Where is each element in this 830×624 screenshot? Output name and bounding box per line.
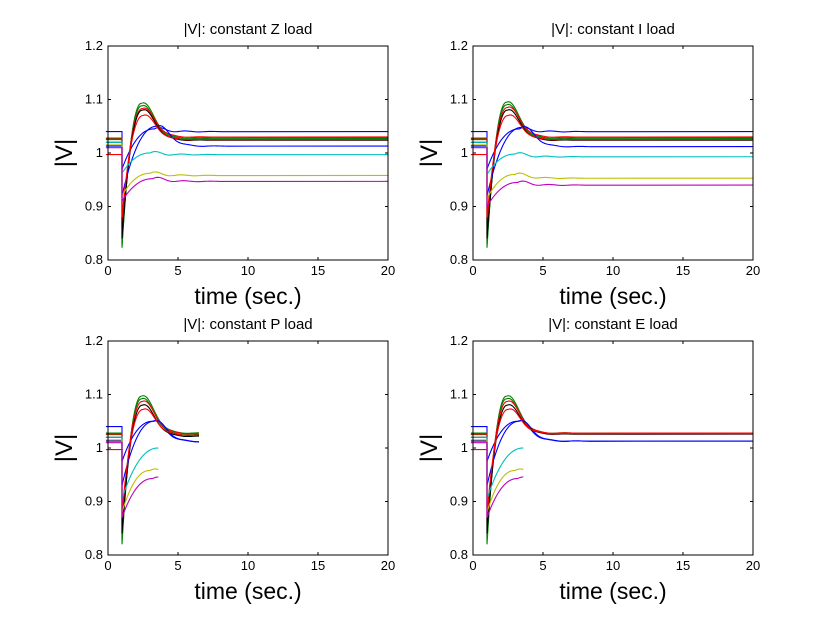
- y-tick-label: 1.2: [85, 333, 103, 348]
- series-line-bus-7: [470, 408, 754, 513]
- subplot-constant-e: |V|: constant E load time (sec.) |V| 0 5 1…: [416, 316, 760, 604]
- y-tick-label: 1.1: [85, 387, 103, 402]
- subplot-title: |V|: constant Z load: [184, 21, 313, 38]
- y-tick-label: 1.1: [85, 92, 103, 107]
- x-tick-label: 0: [104, 263, 111, 278]
- series-line-bus-10: [105, 442, 159, 518]
- y-axis-label: |V|: [51, 139, 78, 167]
- x-axis-label: time (sec.): [194, 578, 301, 604]
- x-tick-label: 15: [676, 263, 690, 278]
- x-axis-label: time (sec.): [559, 578, 666, 604]
- x-tick-label: 0: [469, 558, 476, 573]
- series-line-bus-6: [470, 126, 754, 196]
- x-tick-label: 20: [746, 263, 760, 278]
- series-line-bus-6: [105, 125, 389, 196]
- y-tick-label: 1: [461, 440, 468, 455]
- series-line-bus-1: [105, 126, 389, 170]
- x-tick-label: 5: [174, 558, 181, 573]
- y-tick-label: 1: [96, 440, 103, 455]
- y-axis-label: |V|: [51, 434, 78, 462]
- y-tick-label: 1.2: [450, 38, 468, 53]
- series-line-bus-1: [470, 126, 754, 170]
- x-tick-label: 20: [381, 263, 395, 278]
- subplot-constant-z: |V|: constant Z load time (sec.) |V| 0 5 1…: [51, 21, 395, 309]
- y-tick-label: 1.2: [85, 38, 103, 53]
- y-tick-label: 1.2: [450, 333, 468, 348]
- x-tick-label: 5: [539, 558, 546, 573]
- y-axis-label: |V|: [416, 139, 443, 167]
- series-line-bus-9: [105, 144, 389, 198]
- y-tick-label: 1.1: [450, 92, 468, 107]
- y-tick-label: 1.1: [450, 387, 468, 402]
- y-tick-label: 1: [461, 145, 468, 160]
- x-tick-label: 5: [174, 263, 181, 278]
- subplot-title: |V|: constant E load: [548, 316, 678, 333]
- subplot-constant-i: |V|: constant I load time (sec.) |V| 0 5 1…: [416, 21, 760, 309]
- y-tick-label: 0.8: [85, 547, 103, 562]
- series-line-bus-10: [105, 147, 389, 204]
- y-tick-label: 0.8: [450, 547, 468, 562]
- series-line-bus-8: [105, 141, 389, 176]
- y-tick-label: 0.8: [85, 252, 103, 267]
- series-line-bus-7: [105, 114, 389, 218]
- subplot-title: |V|: constant I load: [551, 21, 675, 38]
- x-tick-label: 15: [676, 558, 690, 573]
- y-tick-label: 1: [96, 145, 103, 160]
- series-line-bus-8: [470, 141, 754, 177]
- series-line-bus-10: [470, 442, 524, 518]
- x-tick-label: 0: [104, 558, 111, 573]
- series-line-bus-9: [105, 439, 159, 513]
- x-tick-label: 10: [241, 263, 255, 278]
- x-tick-label: 15: [311, 558, 325, 573]
- subplot-title: |V|: constant P load: [183, 316, 312, 333]
- x-tick-label: 20: [746, 558, 760, 573]
- y-tick-label: 0.9: [85, 199, 103, 214]
- series-line-bus-6: [105, 420, 200, 486]
- x-tick-label: 10: [606, 558, 620, 573]
- series-line-bus-10: [470, 147, 754, 209]
- series-line-bus-9: [470, 439, 524, 513]
- series-line-bus-9: [470, 144, 754, 199]
- x-tick-label: 5: [539, 263, 546, 278]
- x-axis-label: time (sec.): [194, 283, 301, 309]
- series-line-bus-8: [105, 436, 159, 499]
- x-axis-label: time (sec.): [559, 283, 666, 309]
- x-tick-label: 0: [469, 263, 476, 278]
- x-tick-label: 20: [381, 558, 395, 573]
- x-tick-label: 15: [311, 263, 325, 278]
- y-tick-label: 0.9: [450, 494, 468, 509]
- series-line-bus-8: [470, 436, 524, 499]
- series-line-bus-7: [105, 408, 200, 513]
- subplot-constant-p: |V|: constant P load time (sec.) |V| 0 5 1…: [51, 316, 395, 604]
- x-tick-label: 10: [606, 263, 620, 278]
- y-axis-label: |V|: [416, 434, 443, 462]
- y-tick-label: 0.9: [85, 494, 103, 509]
- y-tick-label: 0.8: [450, 252, 468, 267]
- series-line-bus-7: [470, 114, 754, 218]
- y-tick-label: 0.9: [450, 199, 468, 214]
- x-tick-label: 10: [241, 558, 255, 573]
